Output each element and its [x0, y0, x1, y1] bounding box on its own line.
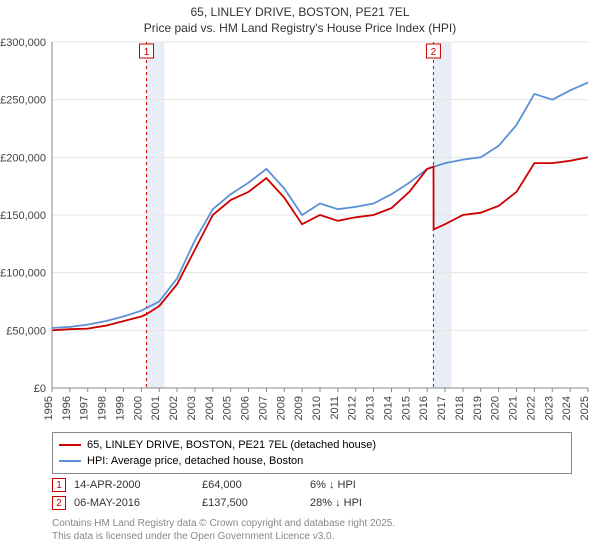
legend-swatch-2 — [59, 460, 81, 462]
svg-text:2: 2 — [431, 47, 437, 58]
svg-text:2019: 2019 — [472, 396, 484, 420]
svg-text:2001: 2001 — [150, 396, 162, 420]
title-line-1: 65, LINLEY DRIVE, BOSTON, PE21 7EL — [0, 4, 600, 20]
svg-text:2002: 2002 — [168, 396, 180, 420]
sale-date: 14-APR-2000 — [74, 479, 194, 491]
legend-swatch-1 — [59, 444, 81, 446]
svg-text:2025: 2025 — [579, 396, 591, 420]
svg-text:2018: 2018 — [454, 396, 466, 420]
footer-line-2: This data is licensed under the Open Gov… — [52, 531, 395, 544]
svg-text:2008: 2008 — [275, 396, 287, 420]
sale-diff: 28% ↓ HPI — [310, 497, 430, 509]
svg-text:£0: £0 — [34, 383, 46, 395]
chart-container: { "title_line1": "65, LINLEY DRIVE, BOST… — [0, 0, 600, 560]
svg-text:2013: 2013 — [365, 396, 377, 420]
sales-table: 1 14-APR-2000 £64,000 6% ↓ HPI 2 06-MAY-2016 £… — [52, 476, 572, 512]
svg-text:£100,000: £100,000 — [0, 268, 46, 280]
line-chart: £0 £50,000 £100,000 £150,000 £200,000 £250,00… — [0, 36, 600, 436]
svg-text:2021: 2021 — [508, 396, 520, 420]
svg-text:2003: 2003 — [186, 396, 198, 420]
svg-text:1999: 1999 — [114, 396, 126, 420]
legend: 65, LINLEY DRIVE, BOSTON, PE21 7EL (deta… — [52, 432, 572, 474]
svg-text:£250,000: £250,000 — [0, 95, 46, 107]
svg-text:2007: 2007 — [257, 396, 269, 420]
svg-text:1998: 1998 — [97, 396, 109, 420]
svg-text:1997: 1997 — [79, 396, 91, 420]
svg-text:£50,000: £50,000 — [6, 326, 46, 338]
svg-text:£300,000: £300,000 — [0, 37, 46, 49]
svg-text:2010: 2010 — [311, 396, 323, 420]
svg-text:2004: 2004 — [204, 396, 216, 420]
svg-text:2022: 2022 — [525, 396, 537, 420]
svg-text:2014: 2014 — [382, 396, 394, 420]
svg-text:2011: 2011 — [329, 396, 341, 420]
legend-item-hpi: HPI: Average price, detached house, Bost… — [59, 453, 565, 469]
svg-text:2015: 2015 — [400, 396, 412, 420]
svg-text:2020: 2020 — [490, 396, 502, 420]
svg-text:£200,000: £200,000 — [0, 153, 46, 165]
svg-text:1995: 1995 — [43, 396, 55, 420]
sale-price: £64,000 — [202, 479, 302, 491]
svg-text:2006: 2006 — [240, 396, 252, 420]
legend-item-price-paid: 65, LINLEY DRIVE, BOSTON, PE21 7EL (deta… — [59, 437, 565, 453]
title-line-2: Price paid vs. HM Land Registry's House … — [0, 20, 600, 36]
svg-text:2023: 2023 — [543, 396, 555, 420]
sale-price: £137,500 — [202, 497, 302, 509]
svg-text:2012: 2012 — [347, 396, 359, 420]
chart-title: 65, LINLEY DRIVE, BOSTON, PE21 7EL Price… — [0, 0, 600, 36]
sale-marker-icon: 2 — [52, 496, 66, 510]
sale-date: 06-MAY-2016 — [74, 497, 194, 509]
svg-text:2000: 2000 — [132, 396, 144, 420]
legend-label-1: 65, LINLEY DRIVE, BOSTON, PE21 7EL (deta… — [87, 439, 376, 451]
svg-text:2009: 2009 — [293, 396, 305, 420]
svg-text:1996: 1996 — [61, 396, 73, 420]
svg-text:£150,000: £150,000 — [0, 210, 46, 222]
sale-marker-icon: 1 — [52, 478, 66, 492]
svg-text:1: 1 — [144, 47, 150, 58]
svg-text:2005: 2005 — [222, 396, 234, 420]
footer-line-1: Contains HM Land Registry data © Crown c… — [52, 518, 395, 531]
footer-attribution: Contains HM Land Registry data © Crown c… — [52, 518, 395, 543]
sales-row: 1 14-APR-2000 £64,000 6% ↓ HPI — [52, 476, 572, 494]
svg-text:2016: 2016 — [418, 396, 430, 420]
legend-label-2: HPI: Average price, detached house, Bost… — [87, 455, 303, 467]
sales-row: 2 06-MAY-2016 £137,500 28% ↓ HPI — [52, 494, 572, 512]
svg-text:2017: 2017 — [436, 396, 448, 420]
sale-diff: 6% ↓ HPI — [310, 479, 430, 491]
svg-text:2024: 2024 — [561, 396, 573, 420]
